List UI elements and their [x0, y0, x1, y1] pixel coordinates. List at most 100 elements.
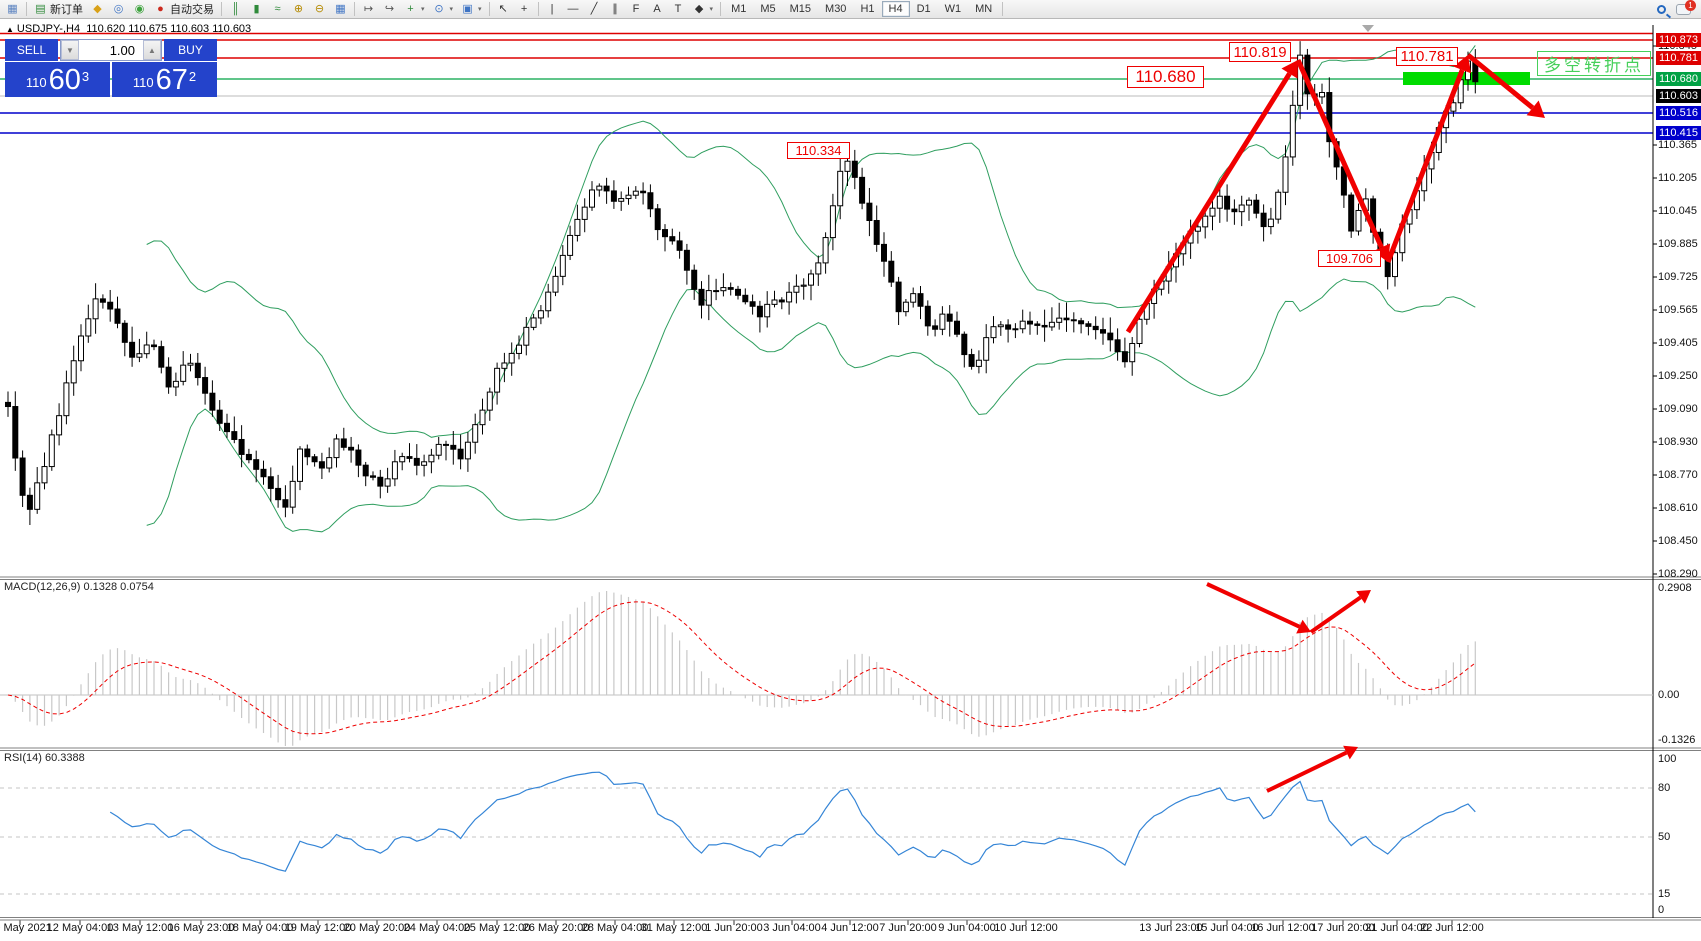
periods-button[interactable]: ⊙ ▾ — [429, 1, 458, 18]
time-axis-label: 13 Jun 23:00 — [1139, 922, 1203, 934]
time-axis-label: 7 Jun 20:00 — [879, 922, 937, 934]
autotrade-button[interactable]: ● 自动交易 — [150, 1, 218, 18]
trend-arrow-head[interactable] — [1356, 590, 1371, 604]
price-annotation-label[interactable]: 110.819 — [1229, 42, 1291, 62]
toolbar-separator — [488, 2, 490, 16]
volume-decrease-button[interactable]: ▼ — [61, 40, 79, 60]
label-icon[interactable]: T — [668, 1, 689, 18]
trend-arrow-head[interactable] — [1372, 243, 1391, 262]
chart-shift-marker[interactable] — [1362, 25, 1374, 32]
templates-button-dropdown-icon[interactable]: ▾ — [478, 6, 482, 13]
eraser-icon[interactable]: ◆ — [87, 1, 108, 18]
templates-button[interactable]: ▣ ▾ — [457, 1, 486, 18]
macd-signal-line — [7, 601, 1476, 735]
toolbar-separator — [1002, 2, 1004, 16]
buy-button[interactable]: BUY — [164, 39, 217, 61]
trend-arrow[interactable] — [1295, 58, 1384, 249]
time-axis-label: 16 Jun 12:00 — [1251, 922, 1315, 934]
price-axis-tick: 109.885 — [1658, 238, 1698, 250]
buy-price-pip: 2 — [188, 69, 197, 84]
sell-price-button[interactable]: 110 60 3 — [5, 62, 110, 97]
fibonacci-icon[interactable]: F — [626, 1, 647, 18]
tile-windows-icon[interactable]: ▦ — [330, 1, 351, 18]
zoom-in-icon[interactable]: ⊕ — [288, 1, 309, 18]
periods-button-dropdown-icon[interactable]: ▾ — [449, 6, 454, 13]
cursor-icon[interactable]: ↖ — [493, 1, 514, 18]
chart-shift-icon[interactable]: ↪ — [379, 1, 400, 18]
trend-arrow-head[interactable] — [1453, 55, 1472, 74]
trend-arrow[interactable] — [1206, 582, 1301, 629]
add-indicator-button[interactable]: + ▾ — [400, 1, 429, 18]
time-axis-label: 10 May 2021 — [0, 922, 52, 934]
timeframe-button-m5[interactable]: M5 — [760, 3, 776, 15]
chart-title: ▲ USDJPY-,H4 110.620 110.675 110.603 110.… — [6, 23, 251, 35]
time-axis-label: 3 Jun 04:00 — [763, 922, 821, 934]
horizontal-line-icon[interactable]: — — [563, 1, 584, 18]
sell-price-base: 110 — [25, 75, 47, 90]
trendline-icon[interactable]: ╱ — [584, 1, 605, 18]
text-icon[interactable]: A — [647, 1, 668, 18]
buy-price-button[interactable]: 110 67 2 — [112, 62, 217, 97]
timeframe-button-d1[interactable]: D1 — [916, 3, 931, 15]
add-indicator-button-dropdown-icon[interactable]: ▾ — [421, 6, 425, 13]
price-axis-tick: 108.610 — [1658, 502, 1698, 514]
time-axis-label: 19 May 12:00 — [284, 922, 352, 934]
trend-arrow-head[interactable] — [1343, 745, 1358, 760]
add-indicator-button-glyph: + — [407, 2, 414, 15]
timeframe-button-h1[interactable]: H1 — [860, 3, 875, 15]
sell-button[interactable]: SELL — [5, 39, 58, 61]
auto-scroll-icon[interactable]: ↦ — [358, 1, 379, 18]
shapes-button[interactable]: ◆ ▾ — [689, 1, 718, 18]
price-axis-tick: 108.930 — [1658, 436, 1698, 448]
vertical-line-icon[interactable]: | — [542, 1, 563, 18]
price-level-badge: 110.603 — [1656, 89, 1701, 103]
channel-icon[interactable]: ∥ — [605, 1, 626, 18]
notifications-icon[interactable]: 1 — [1676, 0, 1696, 15]
crosshair-icon[interactable]: + — [514, 1, 535, 18]
bar-chart-mode-icon[interactable]: ║ — [225, 1, 246, 18]
timeframe-button-w1[interactable]: W1 — [944, 3, 962, 15]
search-icon[interactable] — [1657, 4, 1666, 14]
time-axis-label: 22 Jun 12:00 — [1420, 922, 1484, 934]
trend-arrow-head[interactable] — [1281, 60, 1298, 79]
new-order-button[interactable]: ▤ 新订单 — [30, 1, 87, 18]
volume-increase-button[interactable]: ▲ — [143, 40, 161, 60]
experts-icon[interactable]: ◎ — [108, 1, 129, 18]
volume-value[interactable]: 1.00 — [109, 42, 135, 58]
turning-point-note[interactable]: 多空转折点 — [1537, 51, 1651, 76]
time-axis-label: 17 Jun 20:00 — [1311, 922, 1375, 934]
price-axis-tick: 110.045 — [1658, 205, 1697, 217]
timeframe-button-m15[interactable]: M15 — [789, 3, 812, 15]
time-axis-label: 18 May 04:00 — [226, 922, 294, 934]
signals-icon[interactable]: ◉ — [129, 1, 150, 18]
trend-arrow-head[interactable] — [1296, 619, 1311, 634]
one-click-trading-panel: SELL ▼ 1.00 ▲ BUY 110 60 3 110 67 2 — [5, 39, 217, 98]
timeframe-button-mn[interactable]: MN — [975, 3, 993, 15]
timeframe-button-m1[interactable]: M1 — [731, 3, 747, 15]
line-chart-mode-icon[interactable]: ≈ — [267, 1, 288, 18]
time-axis-label: 28 May 04:00 — [581, 922, 649, 934]
trend-arrow[interactable] — [1125, 72, 1292, 334]
price-annotation-label[interactable]: 110.334 — [787, 142, 850, 159]
trend-arrow[interactable] — [1466, 53, 1535, 110]
zoom-out-icon[interactable]: ⊖ — [309, 1, 330, 18]
price-annotation-label[interactable]: 110.680 — [1127, 66, 1204, 88]
trend-arrow[interactable] — [1385, 69, 1465, 263]
time-axis-label: 16 May 23:00 — [167, 922, 235, 934]
time-axis-label: 12 May 04:00 — [46, 922, 114, 934]
chart-window-icon[interactable]: ▦ — [2, 1, 23, 18]
timeframe-button-m30[interactable]: M30 — [825, 3, 847, 15]
price-axis-tick: 109.565 — [1658, 304, 1698, 316]
price-annotation-label[interactable]: 109.706 — [1318, 250, 1381, 267]
trend-arrow[interactable] — [1266, 750, 1348, 793]
shapes-button-dropdown-icon[interactable]: ▾ — [709, 6, 714, 13]
candlestick-mode-icon[interactable]: ▮ — [246, 1, 267, 18]
timeframe-button-h4[interactable]: H4 — [881, 1, 910, 17]
time-axis-label: 24 May 04:00 — [403, 922, 471, 934]
price-annotation-label[interactable]: 110.781 — [1396, 47, 1458, 66]
trend-arrow[interactable] — [1309, 595, 1362, 634]
autotrade-button-label: 自动交易 — [170, 4, 214, 16]
trend-arrow-head[interactable] — [1526, 100, 1545, 118]
